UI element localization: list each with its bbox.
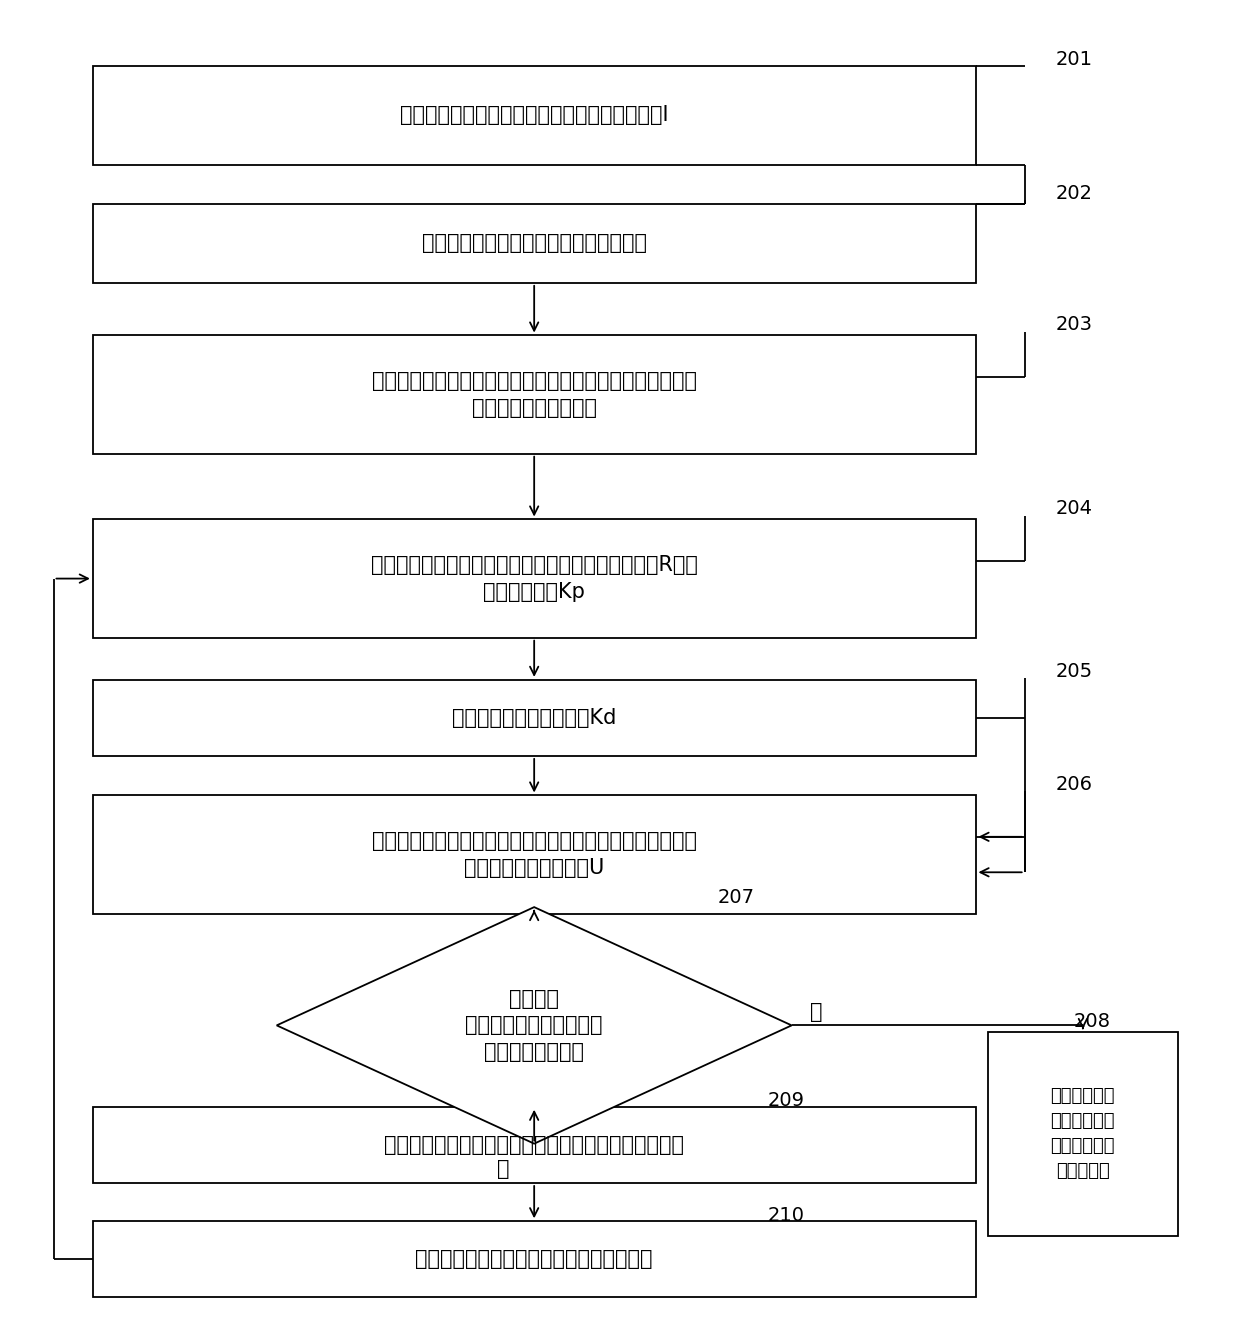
- Text: 210: 210: [768, 1206, 804, 1226]
- Text: 否: 否: [810, 1003, 822, 1023]
- Polygon shape: [277, 907, 791, 1143]
- Bar: [93, 795, 976, 914]
- Text: 所述装置计算地电流系数Kd: 所述装置计算地电流系数Kd: [453, 708, 616, 728]
- Bar: [93, 680, 976, 756]
- Text: 209: 209: [768, 1090, 804, 1110]
- Text: 204: 204: [1055, 499, 1092, 518]
- Text: 所述装置确定高压输电系统与数据中心共址时，高压输电系
统所处地网模型的参数: 所述装置确定高压输电系统与数据中心共址时，高压输电系 统所处地网模型的参数: [372, 372, 697, 418]
- Text: 206: 206: [1055, 776, 1092, 794]
- Text: 所述装置根据接地电阻值、地电流衰减系数、短路电流和地
电流系数计算地电位升U: 所述装置根据接地电阻值、地电流衰减系数、短路电流和地 电流系数计算地电位升U: [372, 831, 697, 878]
- Bar: [93, 519, 976, 637]
- Text: 所述装置确定
高压输电系统
与数据中心可
以共址建设: 所述装置确定 高压输电系统 与数据中心可 以共址建设: [1050, 1088, 1115, 1181]
- Text: 所述装置
判断地电位升是否大于安
全地电位升门限值: 所述装置 判断地电位升是否大于安 全地电位升门限值: [465, 989, 603, 1062]
- Text: 201: 201: [1055, 50, 1092, 69]
- Bar: [93, 1222, 976, 1297]
- Text: 208: 208: [1074, 1012, 1111, 1031]
- Text: 202: 202: [1055, 185, 1092, 203]
- Bar: [93, 205, 976, 283]
- Text: 所述装置确定高压输电系统与数据中心不可以共址建设: 所述装置确定高压输电系统与数据中心不可以共址建设: [384, 1135, 684, 1155]
- Bar: [93, 336, 976, 454]
- Text: 所述装置确定高压输电系统短路故障的短路电流I: 所述装置确定高压输电系统短路故障的短路电流I: [401, 105, 668, 125]
- Text: 是: 是: [497, 1159, 510, 1179]
- Text: 所述装置根据地电阻率和地网模型参数计算接地电阻R和地
电流衰减系数Kp: 所述装置根据地电阻率和地网模型参数计算接地电阻R和地 电流衰减系数Kp: [371, 555, 698, 602]
- Text: 203: 203: [1055, 316, 1092, 335]
- Text: 所述装置确定地网模型所在地的地电阻率: 所述装置确定地网模型所在地的地电阻率: [422, 234, 647, 254]
- Bar: [93, 1106, 976, 1183]
- Bar: [988, 1032, 1178, 1235]
- Bar: [93, 66, 976, 165]
- Text: 207: 207: [718, 888, 755, 907]
- Text: 205: 205: [1055, 663, 1092, 681]
- Text: 所述装置调整地电流系数和地网模型的参数: 所述装置调整地电流系数和地网模型的参数: [415, 1250, 653, 1270]
